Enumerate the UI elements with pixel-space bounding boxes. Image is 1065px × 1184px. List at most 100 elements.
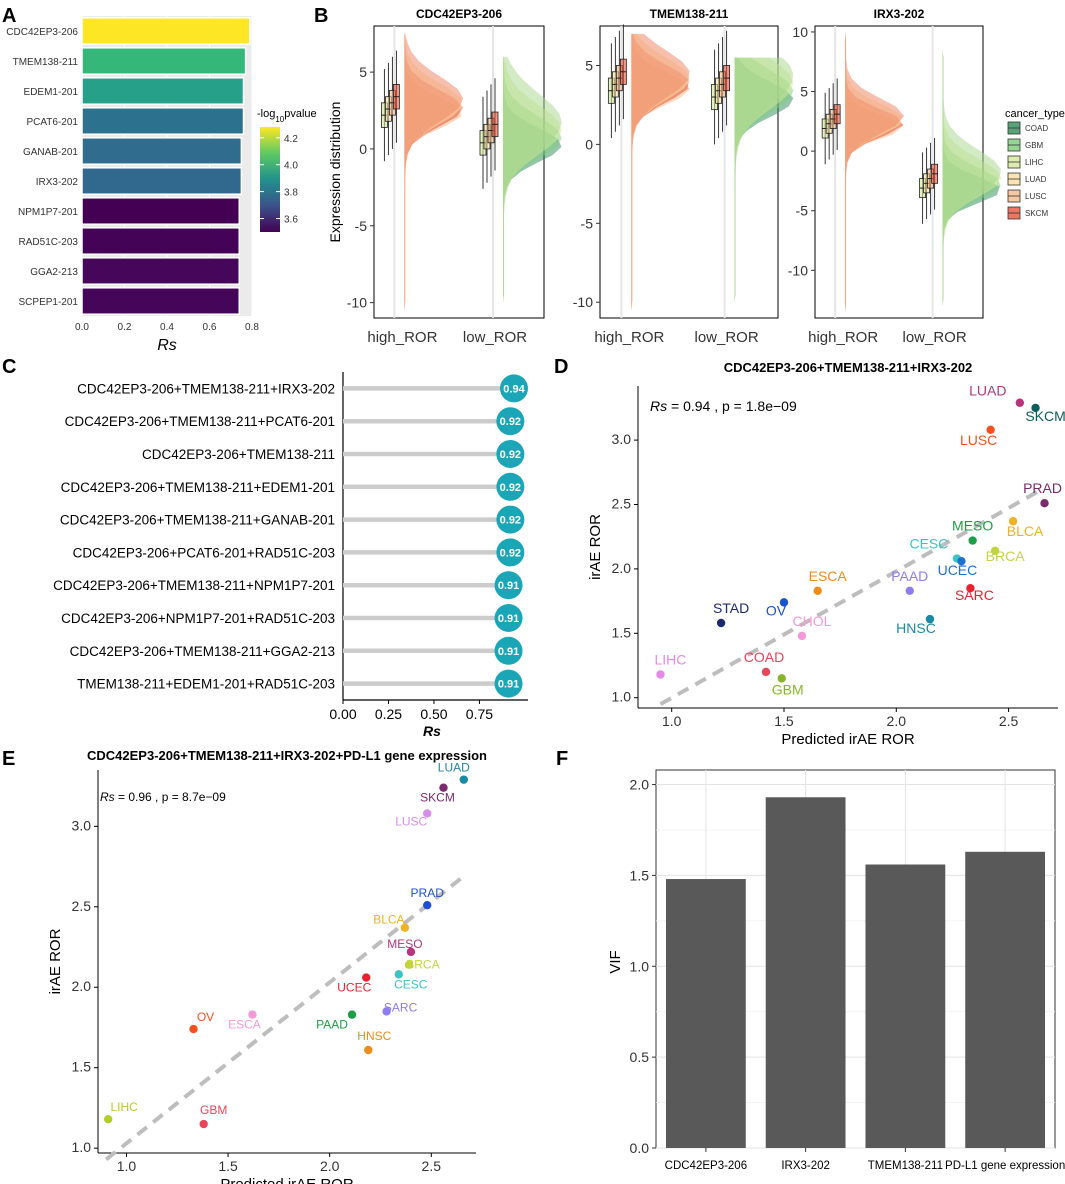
- scatter-point: [189, 1024, 198, 1034]
- scatter-x-tick-label: 1.0: [662, 713, 682, 729]
- panel-b-violin-high: [404, 33, 464, 311]
- panel-c-value-label: 0.92: [500, 515, 521, 527]
- panel-c-dot: [494, 604, 523, 632]
- scatter-title: CDC42EP3-206+TMEM138-211+IRX3-202+PD-L1 …: [87, 748, 487, 763]
- panel-b-violin-high: [845, 31, 904, 313]
- scatter-point-label: ESCA: [228, 1018, 261, 1032]
- panel-b-violin-high: [631, 33, 690, 311]
- scatter-point: [1031, 403, 1040, 413]
- scatter-x-tick-label: 2.0: [887, 713, 907, 729]
- scatter-point-label: OV: [197, 1010, 214, 1024]
- panel-b-facet-title: CDC42EP3-206: [416, 7, 502, 21]
- panel-b-y-tick-label: 0: [800, 143, 808, 159]
- panel-c-x-tick-label: 0.00: [329, 706, 356, 722]
- panel-d-scatter: 1.0 1.5 2.0 2.5 1.0 1.5 2.0 2.5 3.0 LUAD SKCM LUSC P…: [587, 360, 1065, 748]
- scatter-point-label: LUSC: [395, 814, 427, 828]
- panel-f-vif-bars: 0.0 0.5 1.0 1.5 2.0 CDC42EP3-206 IRX3-202 TMEM1…: [607, 769, 1065, 1172]
- scatter-point: [779, 598, 789, 607]
- panel-a-category-label: RAD51C-203: [19, 237, 79, 248]
- panel-b-legend-label: COAD: [1025, 124, 1048, 133]
- panel-b-facet-title: TMEM138-211: [650, 7, 729, 21]
- panel-d-letter: D: [554, 356, 568, 378]
- panel-b-group-label: high_ROR: [367, 329, 437, 346]
- scatter-x-tick-label: 1.0: [117, 1158, 137, 1174]
- scatter-point-label: HNSC: [357, 1029, 391, 1043]
- scatter-point: [1015, 398, 1025, 407]
- panel-c-category-label: CDC42EP3-206+TMEM138-211+GGA2-213: [70, 644, 335, 659]
- scatter-x-axis-title: Predicted irAE ROR: [781, 731, 915, 748]
- panel-b-group-label: high_ROR: [808, 329, 878, 346]
- panel-b-y-tick-label: 5: [359, 64, 367, 80]
- scatter-point: [925, 614, 935, 624]
- panel-b-y-tick-label: 10: [792, 24, 808, 40]
- panel-f-y-tick-label: 0.0: [630, 1140, 650, 1156]
- scatter-y-tick-label: 1.5: [612, 624, 632, 640]
- scatter-trend-line: [659, 487, 1044, 706]
- panel-f-y-tick-label: 1.5: [630, 867, 650, 883]
- scatter-y-tick-label: 1.0: [72, 1139, 92, 1155]
- scatter-point: [777, 674, 786, 683]
- panel-b-y-tick-label: -5: [581, 215, 594, 231]
- panel-b-facet: 5 0 -5 -10 TMEM138-211 high_ROR low_ROR: [573, 7, 794, 346]
- scatter-point: [439, 783, 448, 792]
- scatter-title: CDC42EP3-206+TMEM138-211+IRX3-202: [724, 360, 973, 375]
- panel-a-bar: [81, 77, 245, 105]
- panel-a-bar-chart: 0.0 0.2 0.4 0.6 0.8 CDC42EP3-206 TMEM138-211 ED…: [6, 16, 317, 354]
- scatter-point: [394, 970, 403, 979]
- scatter-point-label: UCEC: [938, 562, 978, 578]
- panel-a-category-label: SCPEP1-201: [19, 297, 79, 308]
- annotation-stat: Rs: [100, 790, 115, 804]
- scatter-x-tick-label: 1.5: [774, 713, 794, 729]
- panel-b-group-label: low_ROR: [463, 329, 527, 346]
- panel-a-colorbar-label: 3.6: [284, 215, 298, 226]
- scatter-point-label: PAAD: [891, 568, 928, 584]
- panel-c-category-label: CDC42EP3-206+TMEM138-211+GANAB-201: [60, 513, 335, 528]
- panel-c-value-label: 0.91: [498, 580, 519, 592]
- scatter-trend-line: [104, 876, 464, 1162]
- scatter-point-label: MESO: [387, 937, 422, 951]
- panel-c-category-label: TMEM138-211+EDEM1-201+RAD51C-203: [77, 677, 335, 692]
- panel-c-x-tick-label: 0.75: [466, 706, 493, 722]
- panel-b-legend-label: LUAD: [1025, 175, 1047, 184]
- panel-a-category-label: NPM1P7-201: [18, 207, 78, 218]
- scatter-y-axis-title: irAE ROR: [587, 514, 604, 580]
- scatter-point-label: OV: [766, 602, 787, 618]
- panel-f-y-tick-label: 0.5: [630, 1049, 650, 1065]
- scatter-point: [199, 1119, 208, 1129]
- panel-b-legend-label: SKCM: [1025, 209, 1048, 218]
- panel-b-y-tick-label: -10: [347, 295, 367, 311]
- legend-title-suffix: pvalue: [284, 108, 316, 120]
- annotation-text: = 0.94 , p = 1.8e−09: [667, 398, 797, 414]
- panel-c-value-label: 0.91: [498, 646, 519, 658]
- panel-a-colorbar: [260, 127, 280, 232]
- panel-c-dot: [494, 571, 523, 600]
- panel-a-bar: [81, 167, 243, 195]
- panel-b-y-tick-label: -5: [796, 203, 809, 219]
- panel-c-value-label: 0.92: [500, 449, 521, 461]
- panel-b-group-label: low_ROR: [695, 329, 759, 346]
- panel-b-y-tick-label: 5: [585, 57, 593, 73]
- scatter-point-label: BRCA: [406, 958, 439, 972]
- panel-a-bar: [81, 137, 243, 165]
- scatter-point: [406, 947, 416, 957]
- scatter-point-label: LUAD: [969, 383, 1006, 399]
- panel-a-colorbar-label: 3.8: [284, 188, 298, 199]
- scatter-point-label: SKCM: [1025, 408, 1065, 424]
- scatter-x-tick-label: 2.0: [320, 1158, 340, 1174]
- panel-a-bar: [81, 197, 240, 225]
- scatter-x-tick-label: 1.5: [218, 1158, 238, 1174]
- scatter-point-label: PRAD: [1023, 480, 1062, 496]
- panel-b-letter: B: [314, 5, 328, 27]
- scatter-point: [716, 618, 726, 628]
- panel-b-group-label: high_ROR: [594, 329, 664, 346]
- panel-f-letter: F: [556, 748, 568, 770]
- scatter-point: [459, 775, 469, 784]
- panel-b-y-tick-label: 0: [359, 141, 367, 157]
- scatter-point: [986, 425, 995, 434]
- panel-c-x-tick-label: 0.50: [420, 706, 447, 722]
- panel-c-dot: [496, 505, 525, 534]
- panel-a-bar: [81, 287, 240, 315]
- scatter-point-label: STAD: [713, 600, 749, 616]
- scatter-point: [362, 973, 371, 982]
